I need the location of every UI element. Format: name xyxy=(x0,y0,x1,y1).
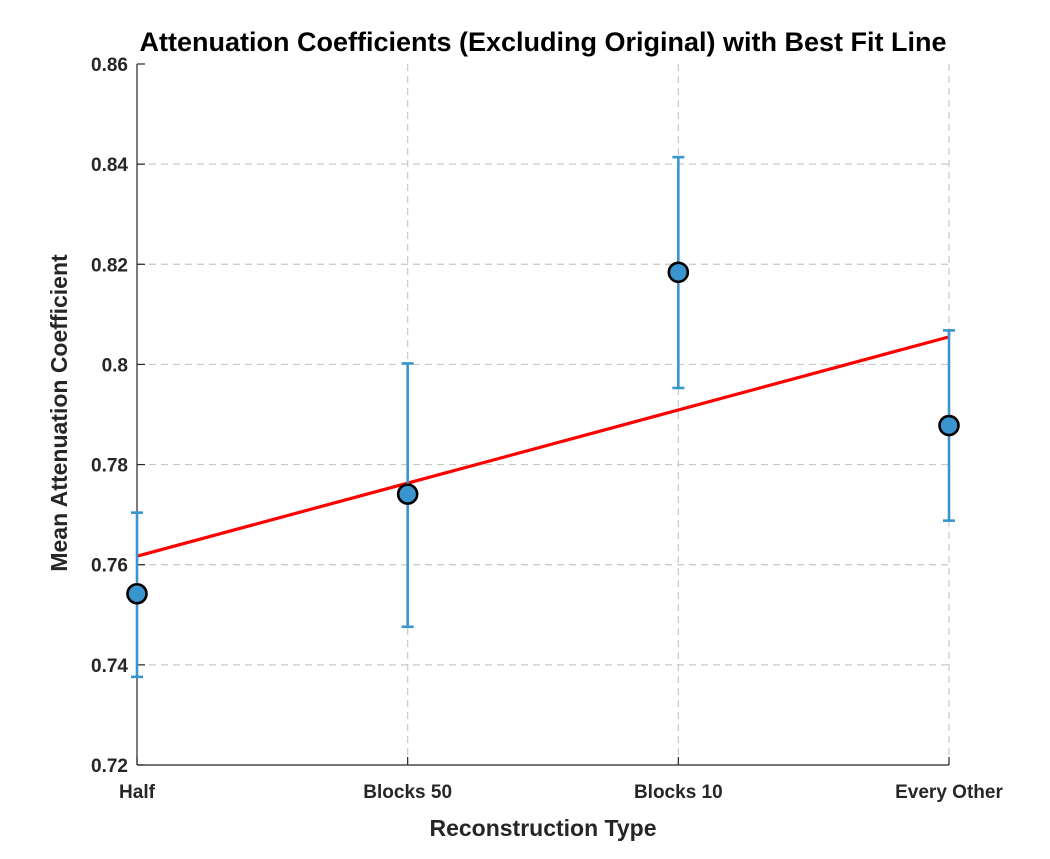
y-axis-label: Mean Attenuation Coefficient xyxy=(46,254,72,572)
y-axis-ticks: 0.72 0.74 0.76 0.78 0.8 0.82 0.84 0.86 xyxy=(91,55,145,777)
x-tick-label: Blocks 10 xyxy=(634,782,723,803)
y-tick-label: 0.86 xyxy=(91,55,128,76)
x-axis-ticks: Half Blocks 50 Blocks 10 Every Other xyxy=(119,757,1003,803)
y-tick-label: 0.84 xyxy=(91,155,128,176)
data-points xyxy=(126,261,960,605)
data-point xyxy=(938,414,960,437)
x-tick-label: Every Other xyxy=(895,782,1003,803)
x-axis-label: Reconstruction Type xyxy=(429,815,656,841)
best-fit-layer xyxy=(136,335,950,558)
data-point xyxy=(396,483,419,505)
best-fit-line xyxy=(136,335,950,558)
y-tick-label: 0.82 xyxy=(91,255,128,276)
y-tick-label: 0.72 xyxy=(91,756,128,777)
x-tick-label: Blocks 50 xyxy=(363,782,452,803)
y-tick-label: 0.78 xyxy=(91,456,128,477)
chart-title: Attenuation Coefficients (Excluding Orig… xyxy=(139,27,946,57)
data-point xyxy=(126,582,148,605)
x-tick-label: Half xyxy=(119,782,156,803)
y-tick-label: 0.8 xyxy=(102,355,128,376)
y-tick-label: 0.76 xyxy=(91,556,128,577)
y-tick-label: 0.74 xyxy=(91,656,128,677)
data-point xyxy=(667,261,690,284)
